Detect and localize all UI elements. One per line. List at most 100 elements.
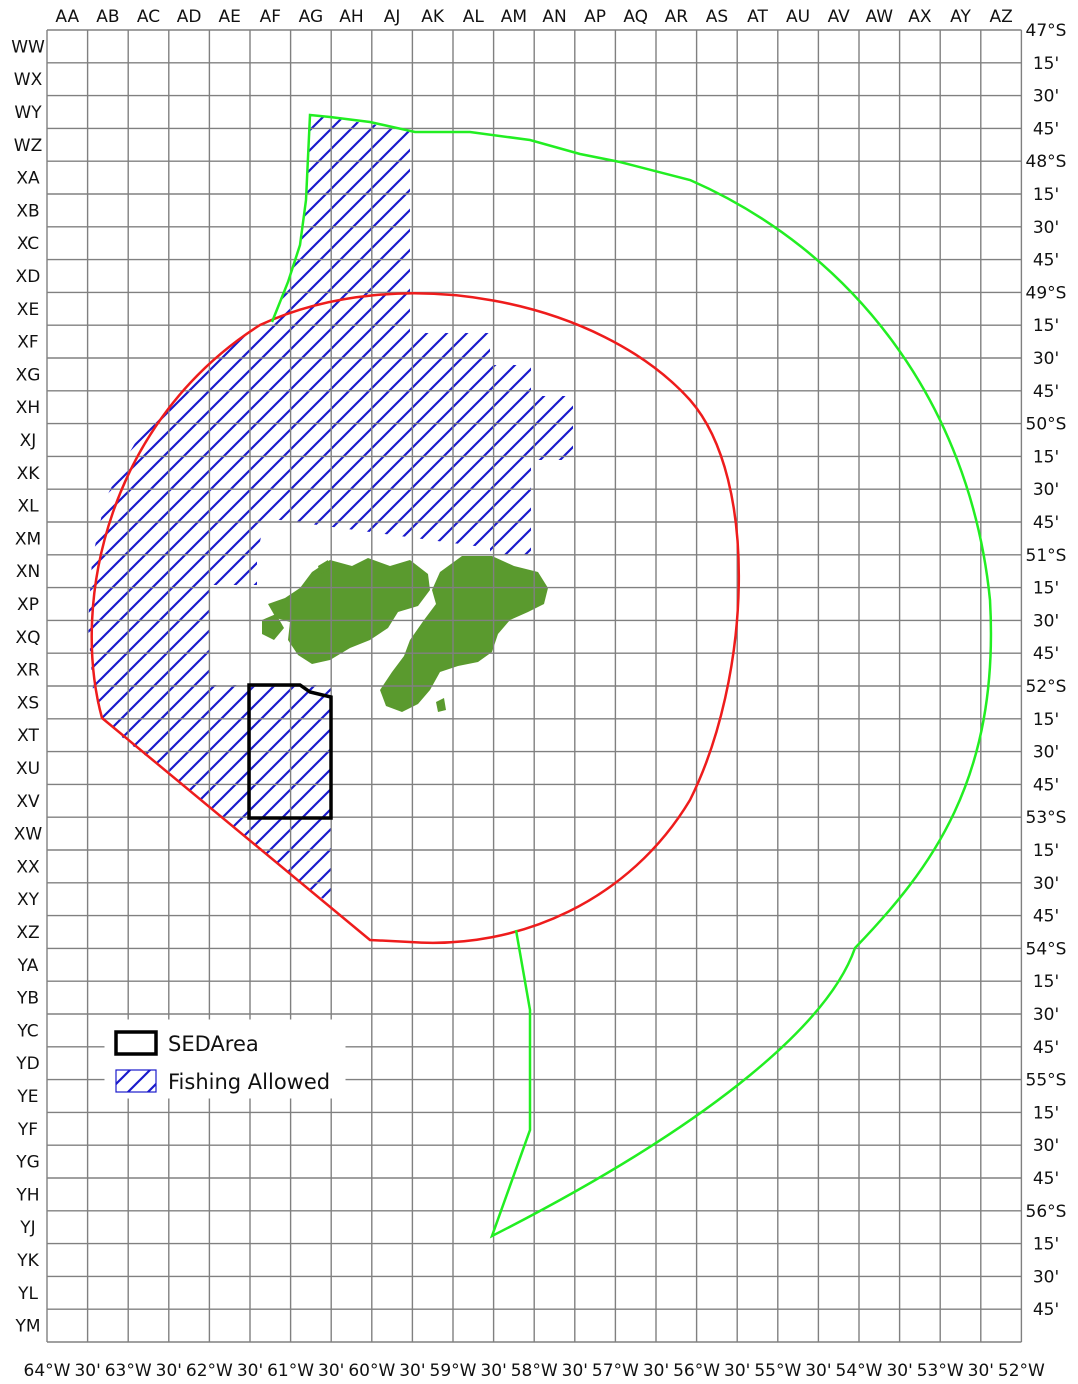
longitude-label: 64°W [24, 1361, 71, 1381]
latitude-label: 30' [1033, 1267, 1059, 1287]
row-label: XA [16, 169, 40, 189]
row-label: XH [16, 398, 40, 418]
latitude-label: 45' [1033, 907, 1059, 927]
column-label: AL [463, 7, 485, 27]
latitude-label: 45' [1033, 1038, 1059, 1058]
map-legend: SEDArea Fishing Allowed [104, 1019, 346, 1099]
column-label: AY [950, 7, 971, 27]
longitude-label: 62°W [186, 1361, 233, 1381]
row-label: XV [16, 792, 40, 812]
row-label: XU [16, 759, 40, 779]
latitude-label: 55°S [1026, 1071, 1067, 1091]
row-label: XL [17, 497, 39, 517]
row-label: YJ [19, 1218, 35, 1238]
latitude-label: 30' [1033, 349, 1059, 369]
column-label: AU [786, 7, 810, 27]
latitude-label: 15' [1033, 447, 1059, 467]
column-label: AP [584, 7, 606, 27]
longitude-label: 30' [562, 1361, 588, 1381]
latitude-label: 30' [1033, 480, 1059, 500]
row-label: YH [15, 1185, 39, 1205]
row-label: XG [16, 365, 41, 385]
row-label: YA [17, 956, 39, 976]
column-label: AE [219, 7, 241, 27]
latitude-label: 15' [1033, 710, 1059, 730]
legend-sed-area-label: SEDArea [168, 1032, 259, 1056]
longitude-label: 30' [724, 1361, 750, 1381]
longitude-label: 30' [480, 1361, 506, 1381]
longitude-labels: 64°W 30' 63°W 30' 62°W 30' 61°W 30' 60°W 30' 59°W 3… [24, 1361, 1046, 1381]
latitude-label: 50°S [1026, 415, 1067, 435]
longitude-label: 52°W [998, 1361, 1045, 1381]
row-label: XX [16, 857, 40, 877]
latitude-label: 30' [1033, 611, 1059, 631]
longitude-label: 63°W [105, 1361, 152, 1381]
latitude-label: 45' [1033, 119, 1059, 139]
row-label: YD [15, 1054, 39, 1074]
legend-fishing-allowed-label: Fishing Allowed [168, 1070, 330, 1094]
column-label: AD [177, 7, 202, 27]
row-label: YB [16, 989, 39, 1009]
row-label: XZ [16, 923, 39, 943]
longitude-label: 55°W [754, 1361, 801, 1381]
longitude-label: 61°W [267, 1361, 314, 1381]
row-label: XP [17, 595, 39, 615]
longitude-label: 57°W [592, 1361, 639, 1381]
row-label: WX [14, 70, 43, 90]
column-label: AA [55, 7, 79, 27]
column-label: AG [299, 7, 324, 27]
latitude-label: 15' [1033, 1103, 1059, 1123]
row-label: YG [15, 1153, 40, 1173]
longitude-label: 53°W [917, 1361, 964, 1381]
latitude-label: 15' [1033, 54, 1059, 74]
circle-boundary [90, 292, 741, 945]
latitude-labels: 47°S 15' 30' 45' 48°S 15' 30' 45' 49°S 15' 30' 45' 5… [1026, 21, 1067, 1320]
column-label: AR [665, 7, 689, 27]
column-label: AV [828, 7, 851, 27]
latitude-label: 56°S [1026, 1202, 1067, 1222]
row-label: XN [16, 562, 40, 582]
column-label: AS [706, 7, 728, 27]
longitude-label: 58°W [511, 1361, 558, 1381]
row-label: WW [11, 37, 45, 57]
longitude-label: 30' [318, 1361, 344, 1381]
row-label: XD [16, 267, 41, 287]
latitude-label: 15' [1033, 841, 1059, 861]
latitude-label: 53°S [1026, 808, 1067, 828]
row-label: XB [16, 201, 39, 221]
column-label: AQ [623, 7, 648, 27]
longitude-label: 30' [74, 1361, 100, 1381]
row-label: XK [17, 464, 41, 484]
latitude-label: 30' [1033, 743, 1059, 763]
row-label: YL [17, 1284, 38, 1304]
latitude-label: 45' [1033, 1169, 1059, 1189]
row-label: XY [17, 890, 40, 910]
column-label: AN [542, 7, 566, 27]
row-label: XE [17, 300, 39, 320]
latitude-label: 45' [1033, 513, 1059, 533]
column-label: AZ [989, 7, 1012, 27]
row-label: XR [16, 661, 40, 681]
longitude-label: 60°W [348, 1361, 395, 1381]
column-label: AW [866, 7, 894, 27]
column-label: AJ [384, 7, 401, 27]
latitude-label: 15' [1033, 185, 1059, 205]
outer-boundary [270, 113, 993, 1239]
latitude-label: 48°S [1026, 152, 1067, 172]
row-label: YF [17, 1120, 38, 1140]
latitude-label: 45' [1033, 1300, 1059, 1320]
column-label: AH [339, 7, 363, 27]
column-label: AM [501, 7, 527, 27]
sed-area-swatch [114, 1030, 158, 1056]
row-label: YM [14, 1317, 40, 1337]
column-label: AF [260, 7, 281, 27]
longitude-label: 30' [399, 1361, 425, 1381]
latitude-label: 30' [1033, 218, 1059, 238]
row-label: XW [14, 825, 43, 845]
latitude-label: 30' [1033, 1005, 1059, 1025]
column-label: AK [421, 7, 445, 27]
latitude-label: 45' [1033, 775, 1059, 795]
latitude-label: 45' [1033, 251, 1059, 271]
longitude-label: 30' [968, 1361, 994, 1381]
